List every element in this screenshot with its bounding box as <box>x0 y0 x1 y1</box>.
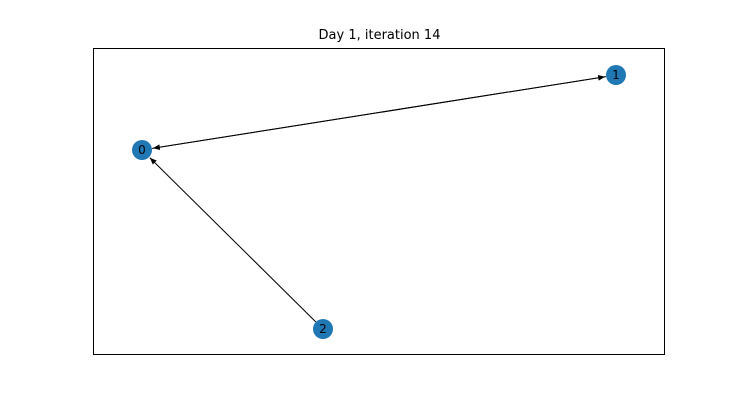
node-circle-2 <box>313 319 333 339</box>
nodes-layer: 0 1 2 <box>132 65 626 339</box>
node-circle-0 <box>132 140 152 160</box>
node-label-0: 0 <box>138 143 146 157</box>
node-label-2: 2 <box>319 322 327 336</box>
node-1: 1 <box>606 65 626 85</box>
edge-2-to-0 <box>149 157 317 323</box>
edges-layer <box>149 75 607 323</box>
node-label-1: 1 <box>612 68 620 82</box>
edge-1-to-0 <box>152 76 607 150</box>
figure-title: Day 1, iteration 14 <box>318 28 441 43</box>
node-circle-1 <box>606 65 626 85</box>
node-2: 2 <box>313 319 333 339</box>
node-0: 0 <box>132 140 152 160</box>
plot-frame <box>93 48 665 355</box>
